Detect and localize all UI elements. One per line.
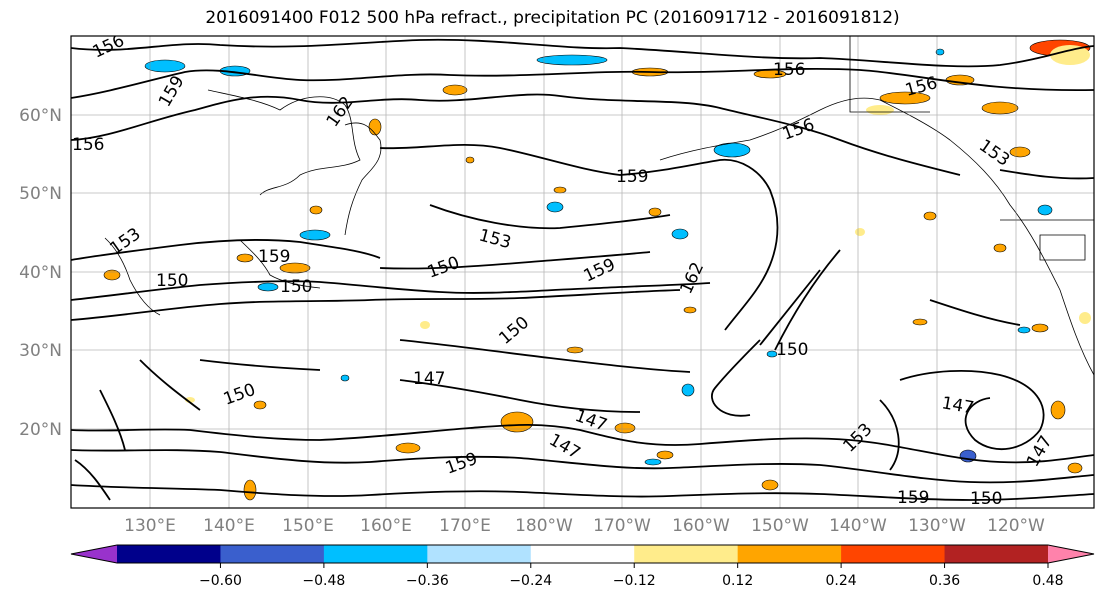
- colorbar-tick-label: −0.24: [509, 573, 552, 589]
- colorbar-segment: [530, 545, 635, 563]
- colorbar-tick-label: 0.12: [722, 573, 753, 589]
- lon-label: 150°E: [282, 516, 334, 536]
- lon-label: 160°W: [672, 516, 730, 536]
- lon-label: 160°E: [360, 516, 412, 536]
- lon-label: 140°E: [203, 516, 255, 536]
- lat-label: 40°N: [19, 263, 62, 283]
- contour-label: 159: [897, 488, 929, 508]
- colorbar-tick-label: 0.36: [929, 573, 960, 589]
- colorbar-segment: [220, 545, 325, 563]
- colorbar-outline: [70, 544, 1095, 564]
- lat-label: 30°N: [19, 341, 62, 361]
- colorbar-tick-label: −0.12: [613, 573, 656, 589]
- refractivity-contours: [71, 38, 1094, 501]
- contour-label: 159: [616, 167, 648, 187]
- precip-positive-patches: [103, 39, 1091, 501]
- colorbar-segment: [117, 545, 221, 563]
- colorbar-ticks: −0.60 −0.48 −0.36 −0.24 −0.12 0.12 0.24 0.36 0.4…: [199, 563, 1064, 589]
- contour-label: 147: [413, 369, 445, 389]
- lat-label: 60°N: [19, 106, 62, 126]
- colorbar-tick-label: 0.24: [826, 573, 857, 589]
- page-title: 2016091400 F012 500 hPa refract., precip…: [205, 8, 900, 28]
- colorbar-segment: [944, 545, 1049, 563]
- lon-label: 130°W: [908, 516, 966, 536]
- contour-label: 150: [776, 340, 808, 360]
- lat-label: 20°N: [19, 420, 62, 440]
- lon-label: 150°W: [751, 516, 809, 536]
- colorbar-segment: [737, 545, 842, 563]
- lat-label: 50°N: [19, 184, 62, 204]
- lon-label: 140°W: [829, 516, 887, 536]
- gridlines: [71, 36, 1094, 508]
- contour-label: 159: [258, 247, 290, 267]
- contour-label: 156: [773, 60, 805, 80]
- lon-label: 170°E: [439, 516, 491, 536]
- contour-label: 150: [156, 271, 188, 291]
- lon-label: 130°E: [124, 516, 176, 536]
- colorbar-segment: [427, 545, 532, 563]
- coastlines: [104, 36, 1094, 376]
- colorbar-extend-high: [1048, 545, 1094, 563]
- precip-light-patches: [185, 45, 1091, 403]
- colorbar-tick-label: 0.48: [1032, 573, 1063, 589]
- contour-label: 150: [970, 489, 1002, 509]
- colorbar: −0.60 −0.48 −0.36 −0.24 −0.12 0.12 0.24 0.36 0.4…: [70, 544, 1095, 589]
- lon-label: 120°W: [987, 516, 1045, 536]
- colorbar-segment: [634, 545, 739, 563]
- colorbar-segments: [117, 545, 1049, 563]
- map-panel: 156 159 162 156 153 159 150 150 159 153 …: [70, 35, 1095, 509]
- longitude-labels: 130°E 140°E 150°E 160°E 170°E 180°W 170°…: [124, 516, 1045, 536]
- latitude-labels: 60°N 50°N 40°N 30°N 20°N: [19, 106, 62, 440]
- colorbar-extend-low: [71, 545, 117, 563]
- lon-label: 180°W: [515, 516, 573, 536]
- contour-label: 150: [280, 277, 312, 297]
- map-frame: [70, 35, 1095, 509]
- lon-label: 170°W: [593, 516, 651, 536]
- colorbar-tick-label: −0.36: [406, 573, 449, 589]
- colorbar-tick-label: −0.48: [302, 573, 345, 589]
- colorbar-tick-label: −0.60: [199, 573, 242, 589]
- colorbar-segment: [323, 545, 428, 563]
- colorbar-segment: [841, 545, 946, 563]
- contour-label: 156: [72, 135, 104, 155]
